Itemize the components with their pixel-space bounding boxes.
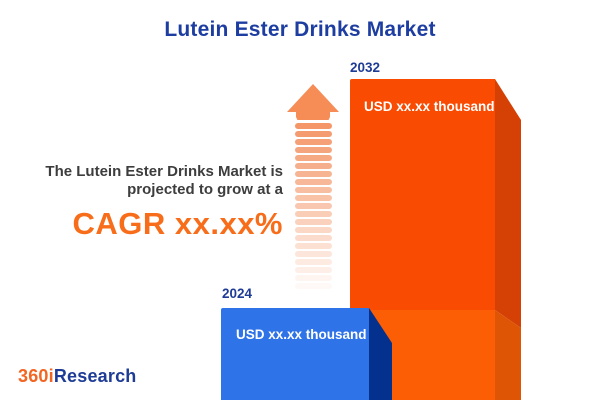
arrow-stripe	[295, 219, 332, 225]
bar-2024-front	[221, 308, 369, 400]
arrow-stripe	[295, 195, 332, 201]
bar-2024-side-shape	[369, 308, 392, 400]
arrow-stripe	[295, 275, 332, 281]
arrow-stripe	[295, 251, 332, 257]
year-label-2032: 2032	[350, 60, 381, 75]
arrow-stripe	[295, 139, 332, 145]
subtitle-block: The Lutein Ester Drinks Market is projec…	[20, 163, 283, 242]
arrow-stripe	[295, 243, 332, 249]
arrow-stripe	[295, 131, 332, 137]
arrow-stripe	[295, 203, 332, 209]
arrow-stripe	[295, 187, 332, 193]
bar-2024-side	[369, 308, 392, 400]
arrow-head-icon	[287, 84, 339, 120]
arrow-stripe	[295, 171, 332, 177]
bar-2024-value-label: USD xx.xx thousand	[236, 327, 367, 342]
growth-arrow-icon	[287, 84, 339, 294]
arrow-stripe	[295, 163, 332, 169]
bar-2032-side-lower	[495, 310, 521, 400]
bar-2032-side	[495, 79, 521, 400]
arrow-stripe	[295, 123, 332, 129]
arrow-stripe	[295, 211, 332, 217]
bar-2032-value-label: USD xx.xx thousand	[364, 99, 495, 114]
subtitle-line-1: The Lutein Ester Drinks Market is	[45, 163, 283, 180]
brand-logo-prefix: 360i	[18, 366, 54, 386]
cagr-text: CAGR xx.xx%	[72, 206, 283, 241]
arrow-stripe	[295, 227, 332, 233]
subtitle-line-2: projected to grow at a	[127, 181, 283, 198]
brand-logo-suffix: Research	[53, 366, 137, 386]
arrow-stripe	[295, 179, 332, 185]
arrow-stripe	[295, 283, 332, 289]
year-label-2024: 2024	[222, 286, 253, 301]
arrow-stripes	[295, 123, 332, 291]
bar-2032-side-upper	[495, 79, 521, 328]
arrow-stripe	[295, 155, 332, 161]
arrow-stripe	[295, 147, 332, 153]
brand-logo: 360iResearch	[18, 366, 137, 387]
arrow-head-shape	[287, 84, 339, 120]
arrow-stripe	[295, 267, 332, 273]
arrow-stripe	[295, 259, 332, 265]
arrow-stripe	[295, 235, 332, 241]
page-title: Lutein Ester Drinks Market	[164, 18, 436, 41]
